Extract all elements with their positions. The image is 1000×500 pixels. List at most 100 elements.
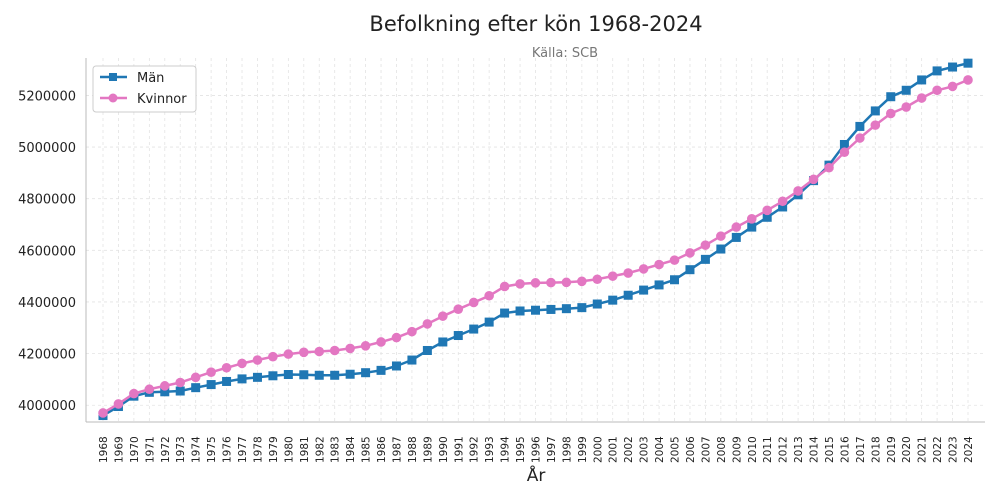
x-tick-label: 2005 [670,436,682,463]
data-point-women [731,222,742,232]
data-point-men [206,380,216,390]
data-point-men [886,92,896,102]
data-point-men [407,355,417,365]
x-tick-label: 2024 [963,436,975,463]
data-point-men [438,337,448,347]
data-point-men [268,371,278,381]
x-tick-label: 1996 [531,436,543,463]
x-tick-label: 1983 [330,436,342,463]
y-tick-label: 4400000 [18,296,76,311]
data-point-women [577,276,587,287]
data-point-women [623,268,633,278]
data-point-women [855,133,865,143]
data-point-men [561,304,571,314]
x-tick-label: 2015 [824,436,836,463]
data-point-men [191,383,201,393]
x-tick-label: 1973 [175,436,187,463]
y-tick-label: 5200000 [18,89,76,104]
data-point-men [500,308,510,318]
data-point-men [252,372,262,382]
x-tick-label: 1974 [191,436,203,463]
legend-label-women: Kvinnor [137,92,187,107]
data-point-men [747,222,757,232]
data-point-women [484,290,494,301]
x-tick-label: 2023 [948,436,960,463]
data-point-men [608,295,618,305]
data-point-women [376,337,386,347]
data-point-men [839,139,849,149]
axes [85,58,985,423]
data-point-women [638,264,649,274]
data-point-men [237,374,247,384]
x-tick-label: 1971 [144,436,156,463]
legend-marker-women [108,93,118,103]
data-point-men [685,265,695,275]
data-point-women [345,343,355,354]
data-point-women [885,108,896,119]
data-point-men [391,361,401,371]
x-tick-label: 2016 [839,436,851,463]
x-tick-label: 1968 [98,436,110,463]
x-tick-label: 2003 [639,436,651,463]
data-point-women [607,271,618,281]
x-tick-label: 1992 [469,436,481,463]
series-group [98,58,973,421]
x-tick-label: 1972 [160,436,172,463]
data-point-men [948,62,958,72]
data-point-women [360,341,371,351]
data-point-women [422,319,433,329]
data-point-men [345,369,355,379]
data-point-women [453,304,464,314]
x-tick-label: 2022 [932,436,944,463]
data-point-men [531,305,540,315]
x-tick-label: 1982 [314,436,326,463]
x-tick-label: 2018 [870,436,882,463]
data-point-women [870,120,881,130]
data-point-men [376,365,386,375]
x-tick-label: 1995 [515,436,527,463]
y-tick-label: 4200000 [18,348,76,363]
data-point-women [824,162,834,173]
legend-marker-men [109,73,117,81]
x-tick-label: 1975 [206,436,218,463]
data-point-men [577,303,587,313]
x-axis-ticks: 1968 1969 1970 1971 1972 1973 1974 1975 1976 1977… [98,436,975,463]
data-point-men [963,58,973,68]
x-tick-label: 2017 [855,436,867,463]
data-point-men [778,202,788,212]
x-tick-label: 2007 [700,436,712,463]
data-point-men [484,317,494,327]
data-point-men [546,304,556,314]
x-tick-label: 1977 [237,436,249,463]
data-point-women [391,332,402,343]
y-tick-label: 4000000 [18,399,76,414]
x-tick-label: 1988 [407,436,419,463]
x-tick-label: 2012 [778,436,790,463]
data-point-women [762,205,772,216]
data-point-men [654,280,664,290]
data-point-men [731,232,741,242]
data-point-men [700,254,710,264]
data-point-men [422,345,432,355]
data-point-men [855,121,865,131]
data-point-women [685,248,695,258]
data-point-men [870,106,880,116]
data-point-women [839,147,850,158]
data-point-women [329,345,340,356]
data-point-women [963,75,973,85]
data-point-men [314,370,324,380]
x-tick-label: 2021 [917,436,929,463]
x-tick-label: 2004 [654,436,666,463]
data-point-women [947,81,958,92]
data-point-men [592,299,602,309]
x-tick-label: 1999 [577,436,589,463]
y-tick-label: 4600000 [18,244,76,259]
data-point-women [592,274,603,285]
y-axis-ticks: 4000000 4200000 4400000 4600000 4800000 50000… [18,89,76,414]
data-point-women [129,388,139,399]
x-tick-label: 1979 [268,436,280,463]
data-point-men [762,212,772,222]
grid-lines [86,58,985,422]
data-point-women [206,367,216,377]
